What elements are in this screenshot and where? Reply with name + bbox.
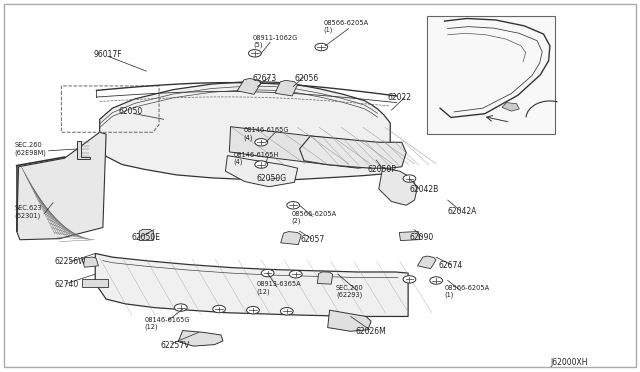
Text: SEC.623
(62301): SEC.623 (62301) — [15, 205, 42, 219]
Text: 62042A: 62042A — [448, 208, 477, 217]
Text: 08146-6165G
(4): 08146-6165G (4) — [243, 128, 289, 141]
Polygon shape — [83, 279, 108, 287]
Text: SEC.260
(62E98M): SEC.260 (62E98M) — [15, 142, 47, 155]
Text: 96017F: 96017F — [93, 50, 122, 59]
Polygon shape — [379, 168, 417, 205]
Text: 62050G: 62050G — [256, 174, 286, 183]
Text: 62257V: 62257V — [161, 341, 189, 350]
Circle shape — [255, 138, 268, 146]
Circle shape — [255, 161, 268, 168]
Circle shape — [246, 307, 259, 314]
Text: 08146-6165G
(12): 08146-6165G (12) — [145, 317, 190, 330]
Text: J62000XH: J62000XH — [550, 357, 588, 366]
Circle shape — [174, 304, 187, 311]
Circle shape — [403, 175, 416, 182]
Polygon shape — [328, 310, 371, 331]
Polygon shape — [140, 230, 154, 240]
Text: 08146-6165H
(4): 08146-6165H (4) — [234, 151, 279, 165]
Polygon shape — [281, 232, 301, 245]
Polygon shape — [399, 231, 420, 241]
Circle shape — [315, 43, 328, 51]
Text: 62026M: 62026M — [355, 327, 386, 336]
Polygon shape — [17, 132, 106, 240]
Polygon shape — [300, 136, 406, 168]
Text: 08566-6205A
(1): 08566-6205A (1) — [445, 285, 490, 298]
Circle shape — [403, 276, 416, 283]
Text: 62050: 62050 — [119, 108, 143, 116]
Text: 08911-1062G
(5): 08911-1062G (5) — [253, 35, 298, 48]
Text: 62740: 62740 — [55, 280, 79, 289]
Circle shape — [287, 202, 300, 209]
Text: 62042B: 62042B — [410, 185, 438, 194]
Text: SEC.260
(62293): SEC.260 (62293) — [336, 285, 364, 298]
Polygon shape — [95, 253, 408, 317]
Text: 62050E: 62050E — [132, 233, 161, 243]
Polygon shape — [317, 272, 333, 284]
Text: 62256W: 62256W — [55, 257, 86, 266]
Text: 62674: 62674 — [438, 261, 462, 270]
Circle shape — [430, 277, 443, 284]
Circle shape — [248, 49, 261, 57]
Text: 62673: 62673 — [253, 74, 277, 83]
FancyBboxPatch shape — [428, 16, 555, 134]
Text: 08913-6365A
(12): 08913-6365A (12) — [256, 281, 301, 295]
Polygon shape — [229, 127, 387, 168]
Polygon shape — [275, 80, 298, 96]
Text: 62090: 62090 — [410, 233, 434, 243]
Polygon shape — [77, 141, 90, 159]
Text: 08566-6205A
(1): 08566-6205A (1) — [323, 20, 368, 33]
Circle shape — [261, 269, 274, 277]
Text: 62050P: 62050P — [368, 165, 397, 174]
Polygon shape — [237, 78, 261, 94]
Polygon shape — [502, 103, 519, 111]
Polygon shape — [83, 257, 99, 267]
Circle shape — [212, 305, 225, 313]
Polygon shape — [417, 256, 436, 269]
Circle shape — [289, 270, 302, 278]
Polygon shape — [225, 155, 298, 187]
Text: 62057: 62057 — [301, 235, 325, 244]
Polygon shape — [178, 331, 223, 346]
Polygon shape — [100, 81, 390, 180]
Text: 62056: 62056 — [294, 74, 319, 83]
Text: 62022: 62022 — [387, 93, 411, 102]
Circle shape — [280, 308, 293, 315]
Text: 08566-6205A
(2): 08566-6205A (2) — [291, 211, 337, 224]
